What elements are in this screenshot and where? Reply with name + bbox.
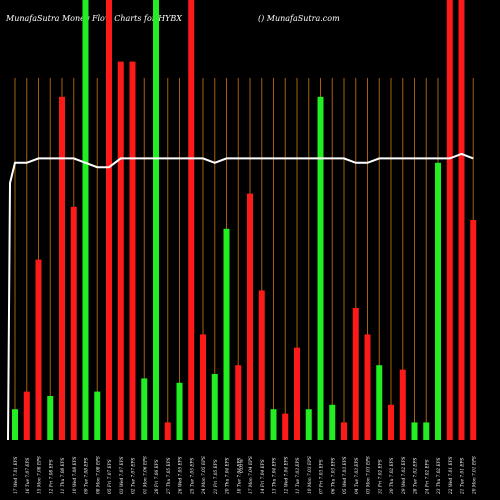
x-tick-label: 20 Mon 7.01 EPS <box>472 456 477 495</box>
bar <box>70 206 77 440</box>
x-tick-label: 07 Fri 7.03 EPS <box>320 459 325 494</box>
bar <box>270 409 277 440</box>
bar <box>129 61 136 440</box>
bar <box>282 413 289 440</box>
bar <box>364 334 371 440</box>
bar <box>317 96 324 441</box>
bar <box>23 391 30 440</box>
bar <box>235 365 242 440</box>
bar <box>47 396 54 440</box>
x-tick-label: 17 Wed 7.01 EPS <box>14 456 19 494</box>
x-tick-label: 03 Mon 7.03 EPS <box>367 456 372 494</box>
x-tick-label: 28 Fri 7.06 EPS <box>155 459 160 495</box>
bar <box>470 220 477 440</box>
x-tick-label: 27 Thu 7.05 EPS <box>167 457 172 495</box>
x-tick-labels: 17 Wed 7.01 EPS 16 Tue 7.07 EPS 15 Mon 7.0… <box>14 456 477 495</box>
bar <box>200 334 206 440</box>
bar <box>223 228 230 440</box>
x-tick-label: 17 Mon 7.04 EPS <box>249 456 254 494</box>
x-tick-label: 30 Thu 7.02 EPS <box>390 457 395 494</box>
bar <box>59 96 65 441</box>
x-tick-label: 14 Fri 7.04 EPS <box>261 459 266 494</box>
price-line <box>7 152 474 441</box>
x-tick-label: 25 Tue 7.05 EPS <box>190 458 195 495</box>
x-tick-label: 12 Wed 7.04 EPS <box>284 456 289 494</box>
bar <box>376 365 383 440</box>
bar <box>141 378 148 440</box>
x-tick-label: 06 Thu 7.03 EPS <box>331 457 336 494</box>
bar <box>258 290 265 440</box>
chart-title: MunafaSutra Money Flow Charts for HYBX <box>6 14 182 23</box>
x-tick-label: 11 Tue 7.03 EPS <box>296 458 301 494</box>
site-credit: () MunafaSutra.com <box>258 14 340 23</box>
x-tick-label: 12 Fri 7.08 EPS <box>49 459 54 494</box>
bar <box>352 308 359 440</box>
x-tick-label: 15 Mon 7.08 EPS <box>38 456 43 494</box>
bar <box>211 374 218 440</box>
x-tick-label: 28 Tue 7.02 EPS <box>414 458 419 495</box>
x-tick-label: 01 Mon 7.06 EPS <box>143 456 148 494</box>
x-tick-label: 22 Wed 7.01 EPS <box>449 456 454 495</box>
bar <box>164 422 171 440</box>
price-line-group <box>7 152 474 441</box>
bar <box>153 0 159 440</box>
bar <box>388 404 394 440</box>
bar <box>411 422 418 440</box>
x-tick-label: 10 Mon 7.03 EPS <box>308 456 313 494</box>
x-tick-label: 31 Fri 7.02 EPS <box>378 459 383 494</box>
bar <box>247 193 253 440</box>
bar <box>435 162 441 441</box>
bar-series <box>12 0 477 441</box>
bar <box>82 0 89 440</box>
bar <box>423 422 430 440</box>
bar <box>305 409 312 440</box>
x-tick-label: 11 Thu 7.08 EPS <box>61 457 66 494</box>
x-tick-label: 09 Tue 7.08 EPS <box>85 458 90 494</box>
bar <box>35 259 42 440</box>
x-tick-label: 21 Fri 7.05 EPS <box>214 459 219 495</box>
x-tick-label: 20 Thu 7.04 EPS <box>226 457 231 495</box>
bar <box>94 391 101 440</box>
x-tick-label: 13 Thu 7.04 EPS <box>273 457 278 494</box>
bar <box>329 404 336 440</box>
x-tick-label: 03 Wed 7.07 EPS <box>120 456 125 494</box>
x-tick-label: 05 Fri 7.07 EPS <box>108 459 113 494</box>
x-tick-label: 10 Wed 7.08 EPS <box>73 456 78 494</box>
x-tick-label: 29 Wed 7.02 EPS <box>402 456 407 495</box>
x-tick-label: 18 Tue 7.04 EPS <box>237 458 242 494</box>
center-label: 0.01% <box>240 459 245 473</box>
bar <box>12 409 18 440</box>
bar <box>117 61 124 440</box>
x-tick-label: 08 Mon 7.08 EPS <box>96 456 101 494</box>
bar <box>294 347 300 440</box>
x-tick-label: 16 Tue 7.07 EPS <box>26 458 31 494</box>
x-tick-label: 04 Tue 7.03 EPS <box>355 458 360 494</box>
bar <box>188 0 195 440</box>
x-tick-label: 02 Tue 7.07 EPS <box>132 458 137 494</box>
bar <box>458 0 465 440</box>
x-tick-label: 21 Tue 7.01 EPS <box>461 458 466 495</box>
bar <box>399 369 406 440</box>
bar <box>341 422 347 440</box>
bar <box>106 0 112 440</box>
bar <box>446 0 453 440</box>
x-tick-label: 24 Mon 7.05 EPS <box>202 456 207 495</box>
x-tick-label: 26 Wed 7.05 EPS <box>179 456 184 495</box>
bar <box>176 382 183 440</box>
x-tick-label: 23 Thu 7.02 EPS <box>437 457 442 495</box>
x-tick-label: 24 Fri 7.02 EPS <box>425 459 430 495</box>
x-tick-label: 05 Wed 7.03 EPS <box>343 456 348 494</box>
